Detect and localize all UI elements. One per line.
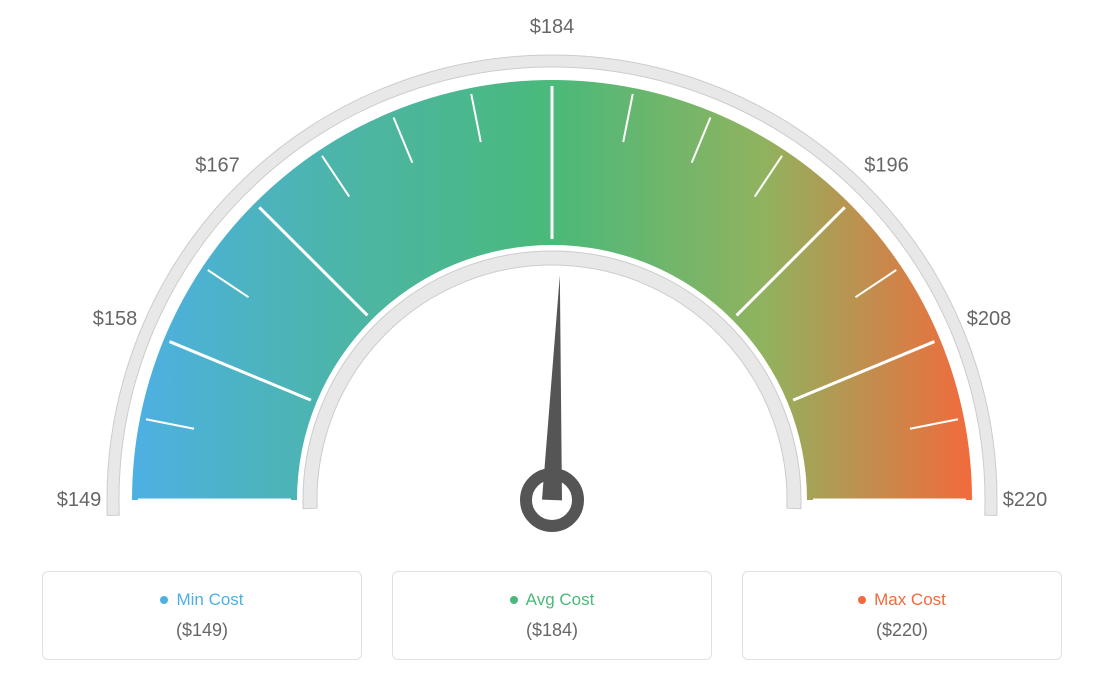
gauge-group: $149 $158 $167 $184 $196 $208 $220 bbox=[57, 16, 1048, 526]
gauge-tick-label: $167 bbox=[195, 155, 240, 177]
gauge-tick-label: $196 bbox=[864, 155, 909, 177]
gauge-tick-label: $184 bbox=[530, 16, 575, 38]
legend-row: Min Cost ($149) Avg Cost ($184) Max Cost… bbox=[0, 571, 1104, 660]
legend-card-min: Min Cost ($149) bbox=[42, 571, 362, 660]
legend-title-max: Max Cost bbox=[858, 590, 946, 610]
legend-label-avg: Avg Cost bbox=[526, 590, 595, 610]
legend-card-max: Max Cost ($220) bbox=[742, 571, 1062, 660]
gauge-tick-label: $220 bbox=[1003, 489, 1048, 511]
legend-value-avg: ($184) bbox=[413, 620, 691, 641]
gauge-tick-label: $208 bbox=[967, 308, 1012, 330]
gauge-tick-label: $158 bbox=[93, 308, 138, 330]
gauge-chart-container: $149 $158 $167 $184 $196 $208 $220 Min Cost ($… bbox=[0, 0, 1104, 690]
legend-dot-avg bbox=[510, 596, 518, 604]
legend-value-max: ($220) bbox=[763, 620, 1041, 641]
legend-label-min: Min Cost bbox=[176, 590, 243, 610]
legend-title-min: Min Cost bbox=[160, 590, 243, 610]
gauge-area: $149 $158 $167 $184 $196 $208 $220 bbox=[0, 0, 1104, 555]
gauge-tick-label: $149 bbox=[57, 489, 102, 511]
legend-title-avg: Avg Cost bbox=[510, 590, 595, 610]
gauge-needle bbox=[542, 275, 562, 500]
legend-dot-min bbox=[160, 596, 168, 604]
gauge-svg: $149 $158 $167 $184 $196 $208 $220 bbox=[12, 0, 1092, 555]
legend-value-min: ($149) bbox=[63, 620, 341, 641]
legend-dot-max bbox=[858, 596, 866, 604]
legend-label-max: Max Cost bbox=[874, 590, 946, 610]
legend-card-avg: Avg Cost ($184) bbox=[392, 571, 712, 660]
